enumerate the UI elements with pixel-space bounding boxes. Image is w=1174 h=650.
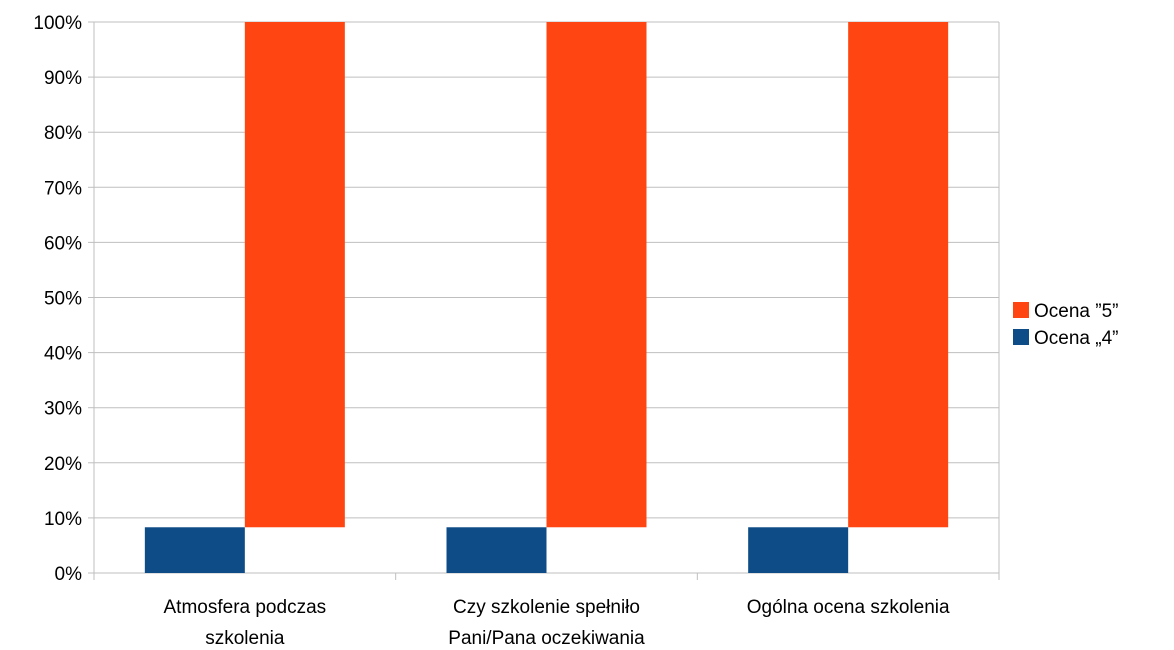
x-category-label: Czy szkolenie spełniło: [453, 597, 640, 618]
legend: Ocena ”5” Ocena „4”: [1013, 301, 1118, 349]
y-tick-label: 20%: [44, 454, 82, 475]
bar-ocena-5: [848, 22, 949, 528]
bar-ocena-4: [144, 527, 245, 573]
y-tick-label: 0%: [55, 564, 83, 585]
bar-ocena-4: [748, 527, 849, 573]
bar-ocena-5: [244, 22, 345, 528]
y-tick-label: 50%: [44, 289, 82, 310]
legend-label-ocena-5: Ocena ”5”: [1034, 301, 1118, 322]
x-category-label: szkolenia: [205, 628, 285, 649]
y-tick-label: 60%: [44, 233, 82, 254]
x-category-label: Atmosfera podczas: [164, 597, 327, 618]
y-tick-label: 10%: [44, 509, 82, 530]
legend-swatch-ocena-4: [1013, 329, 1029, 345]
y-tick-label: 90%: [44, 68, 82, 89]
legend-label-ocena-4: Ocena „4”: [1034, 328, 1118, 349]
bar-ocena-4: [446, 527, 547, 573]
y-tick-label: 80%: [44, 123, 82, 144]
y-tick-label: 30%: [44, 399, 82, 420]
bars: [144, 22, 949, 573]
y-tick-label: 70%: [44, 178, 82, 199]
y-tick-label: 100%: [33, 13, 82, 34]
x-axis-category-labels: Atmosfera podczas szkolenia Czy szkolenie …: [164, 597, 950, 649]
legend-swatch-ocena-5: [1013, 302, 1029, 318]
y-tick-label: 40%: [44, 344, 82, 365]
x-category-label: Pani/Pana oczekiwania: [448, 628, 645, 649]
x-category-label: Ogólna ocena szkolenia: [747, 597, 950, 618]
y-axis-tick-labels: 0% 10% 20% 30% 40% 50% 60% 70% 80% 90% 100%: [33, 13, 82, 585]
bar-ocena-5: [546, 22, 647, 528]
